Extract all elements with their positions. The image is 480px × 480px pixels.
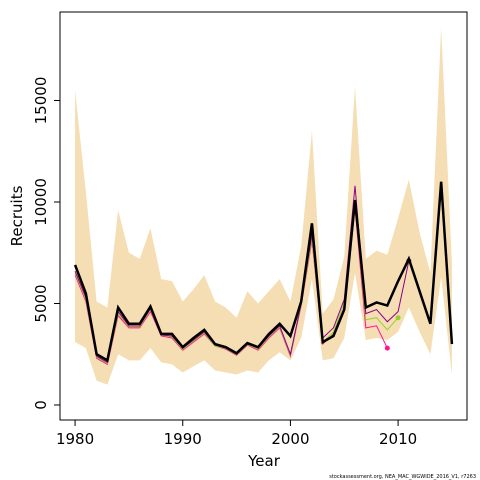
x-tick-label: 1980	[56, 430, 94, 448]
x-axis-label: Year	[247, 452, 281, 470]
x-tick-label: 1990	[164, 430, 202, 448]
y-tick-label: 0	[32, 400, 50, 410]
end-point	[384, 345, 390, 351]
y-tick-label: 5000	[32, 284, 50, 322]
x-tick-label: 2010	[379, 430, 417, 448]
y-axis-label: Recruits	[8, 185, 26, 246]
series-line	[73, 181, 454, 363]
end-point	[395, 315, 401, 321]
footnote: stockassessment.org, NEA_MAC_WGWIDE_2016…	[329, 474, 476, 480]
plot-frame	[59, 11, 468, 421]
x-tick-label: 2000	[271, 430, 309, 448]
y-tick-label: 10000	[32, 178, 50, 226]
confidence-band	[75, 27, 452, 385]
y-tick-label: 15000	[32, 77, 50, 125]
